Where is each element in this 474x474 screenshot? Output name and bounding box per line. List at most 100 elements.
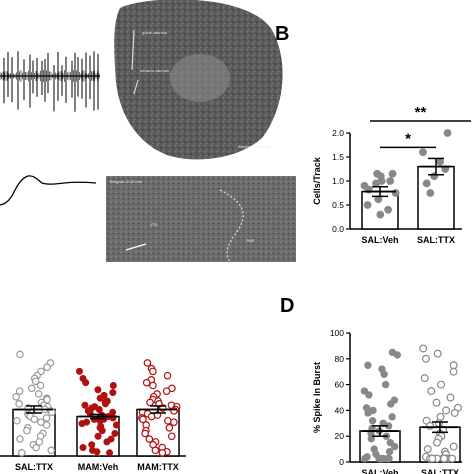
- y-tick-label: 0.5: [332, 200, 344, 210]
- data-point: [376, 210, 385, 219]
- chart-spike-in-burst: 0 20 40 60 80 100 % Spike In Burst SAL:Veh SAL:T…: [312, 328, 462, 474]
- infusion-arrow: [133, 79, 139, 95]
- data-point: [388, 169, 397, 178]
- data-point: [163, 371, 172, 380]
- waveform-trace: [0, 175, 97, 206]
- data-point: [109, 381, 117, 389]
- data-point: [365, 391, 373, 399]
- data-point: [367, 435, 376, 443]
- data-point: [79, 444, 87, 452]
- data-point: [35, 438, 44, 446]
- data-point: [428, 454, 437, 463]
- data-point: [15, 387, 24, 395]
- data-point: [158, 448, 167, 457]
- data-point: [387, 400, 395, 408]
- data-point: [380, 370, 388, 378]
- data-point: [167, 432, 176, 441]
- data-point: [419, 344, 428, 353]
- data-point: [23, 426, 31, 435]
- data-point: [47, 446, 56, 455]
- data-point: [448, 454, 457, 463]
- panel-letter-b: B: [275, 23, 289, 45]
- data-point: [372, 179, 381, 188]
- data-point: [450, 408, 459, 417]
- data-point: [388, 413, 396, 421]
- data-point: [30, 415, 39, 424]
- data-point: [162, 387, 171, 395]
- data-point: [393, 351, 402, 359]
- data-point: [111, 429, 119, 437]
- y-axis-label: Cells/Track: [312, 156, 322, 205]
- data-point: [443, 129, 452, 137]
- data-point: [42, 421, 51, 429]
- histology-label-vta: VTA: [150, 222, 158, 227]
- data-point: [363, 201, 372, 209]
- data-point: [142, 378, 151, 387]
- data-point: [109, 389, 117, 397]
- data-point: [368, 417, 377, 425]
- y-axis-label: % Spike In Burst: [312, 362, 322, 433]
- data-point: [390, 442, 399, 451]
- chart-cells-per-track: 0.0 0.5 1.0 1.5 2.0 Cells/Track SAL:Veh SAL:TTX…: [312, 104, 471, 245]
- significance-label: **: [415, 104, 427, 121]
- data-point: [103, 438, 111, 446]
- category-label: MAM:TTX: [137, 462, 179, 472]
- category-label: SAL:TTX: [421, 468, 459, 474]
- category-label: SAL:TTX: [15, 462, 53, 472]
- data-point: [12, 392, 20, 401]
- cannula-arrow: [131, 29, 135, 71]
- data-point: [147, 412, 156, 421]
- data-point: [432, 398, 441, 407]
- histology-label-snr: SNR: [246, 238, 255, 243]
- y-tick-label: 20: [335, 431, 345, 441]
- electrophysiology-trace: [0, 51, 100, 112]
- data-point: [381, 380, 390, 389]
- data-point: [94, 386, 102, 394]
- trace-spikes: [0, 51, 100, 112]
- data-point: [426, 189, 435, 197]
- y-tick-label: 40: [335, 405, 345, 415]
- data-point: [433, 349, 442, 358]
- data-point: [151, 446, 160, 455]
- data-point: [143, 359, 152, 367]
- data-point: [106, 449, 114, 457]
- data-point: [82, 379, 90, 387]
- y-tick-label: 60: [335, 380, 345, 390]
- y-tick-label: 1.5: [332, 152, 344, 162]
- data-point: [149, 381, 157, 390]
- data-point: [419, 148, 427, 157]
- data-point: [96, 394, 104, 402]
- data-point: [364, 361, 372, 369]
- y-tick-label: 100: [330, 328, 344, 338]
- histology-label-guide: guide cannula: [142, 30, 168, 35]
- data-point: [43, 363, 51, 371]
- data-point: [386, 177, 395, 185]
- data-point: [361, 454, 369, 463]
- category-label: SAL:Veh: [361, 468, 398, 474]
- data-point: [16, 350, 24, 359]
- data-point: [391, 189, 400, 197]
- data-point: [422, 179, 431, 188]
- data-point: [101, 400, 109, 408]
- data-point: [94, 432, 102, 440]
- histology-label-bregma-top: Bregma -2.76 mm: [238, 144, 271, 149]
- data-point: [164, 416, 172, 425]
- y-tick-label: 80: [335, 354, 345, 364]
- data-point: [36, 381, 45, 390]
- data-point: [141, 429, 149, 438]
- data-point: [437, 380, 446, 389]
- category-label: SAL:TTX: [417, 235, 455, 245]
- panel-letter-d: D: [280, 295, 294, 317]
- category-label: MAM:Veh: [78, 462, 119, 472]
- data-point: [427, 387, 436, 396]
- data-point: [449, 361, 458, 370]
- data-point: [449, 367, 458, 376]
- y-tick-label: 0.0: [332, 224, 344, 234]
- data-point: [139, 415, 147, 424]
- y-tick-label: 2.0: [332, 128, 344, 138]
- data-point: [98, 427, 106, 435]
- data-point: [421, 354, 430, 363]
- histology-bottom-image: Bregma -5.40 mm VTA SNR: [106, 176, 296, 263]
- data-point: [434, 419, 443, 428]
- category-label: SAL:Veh: [361, 235, 398, 245]
